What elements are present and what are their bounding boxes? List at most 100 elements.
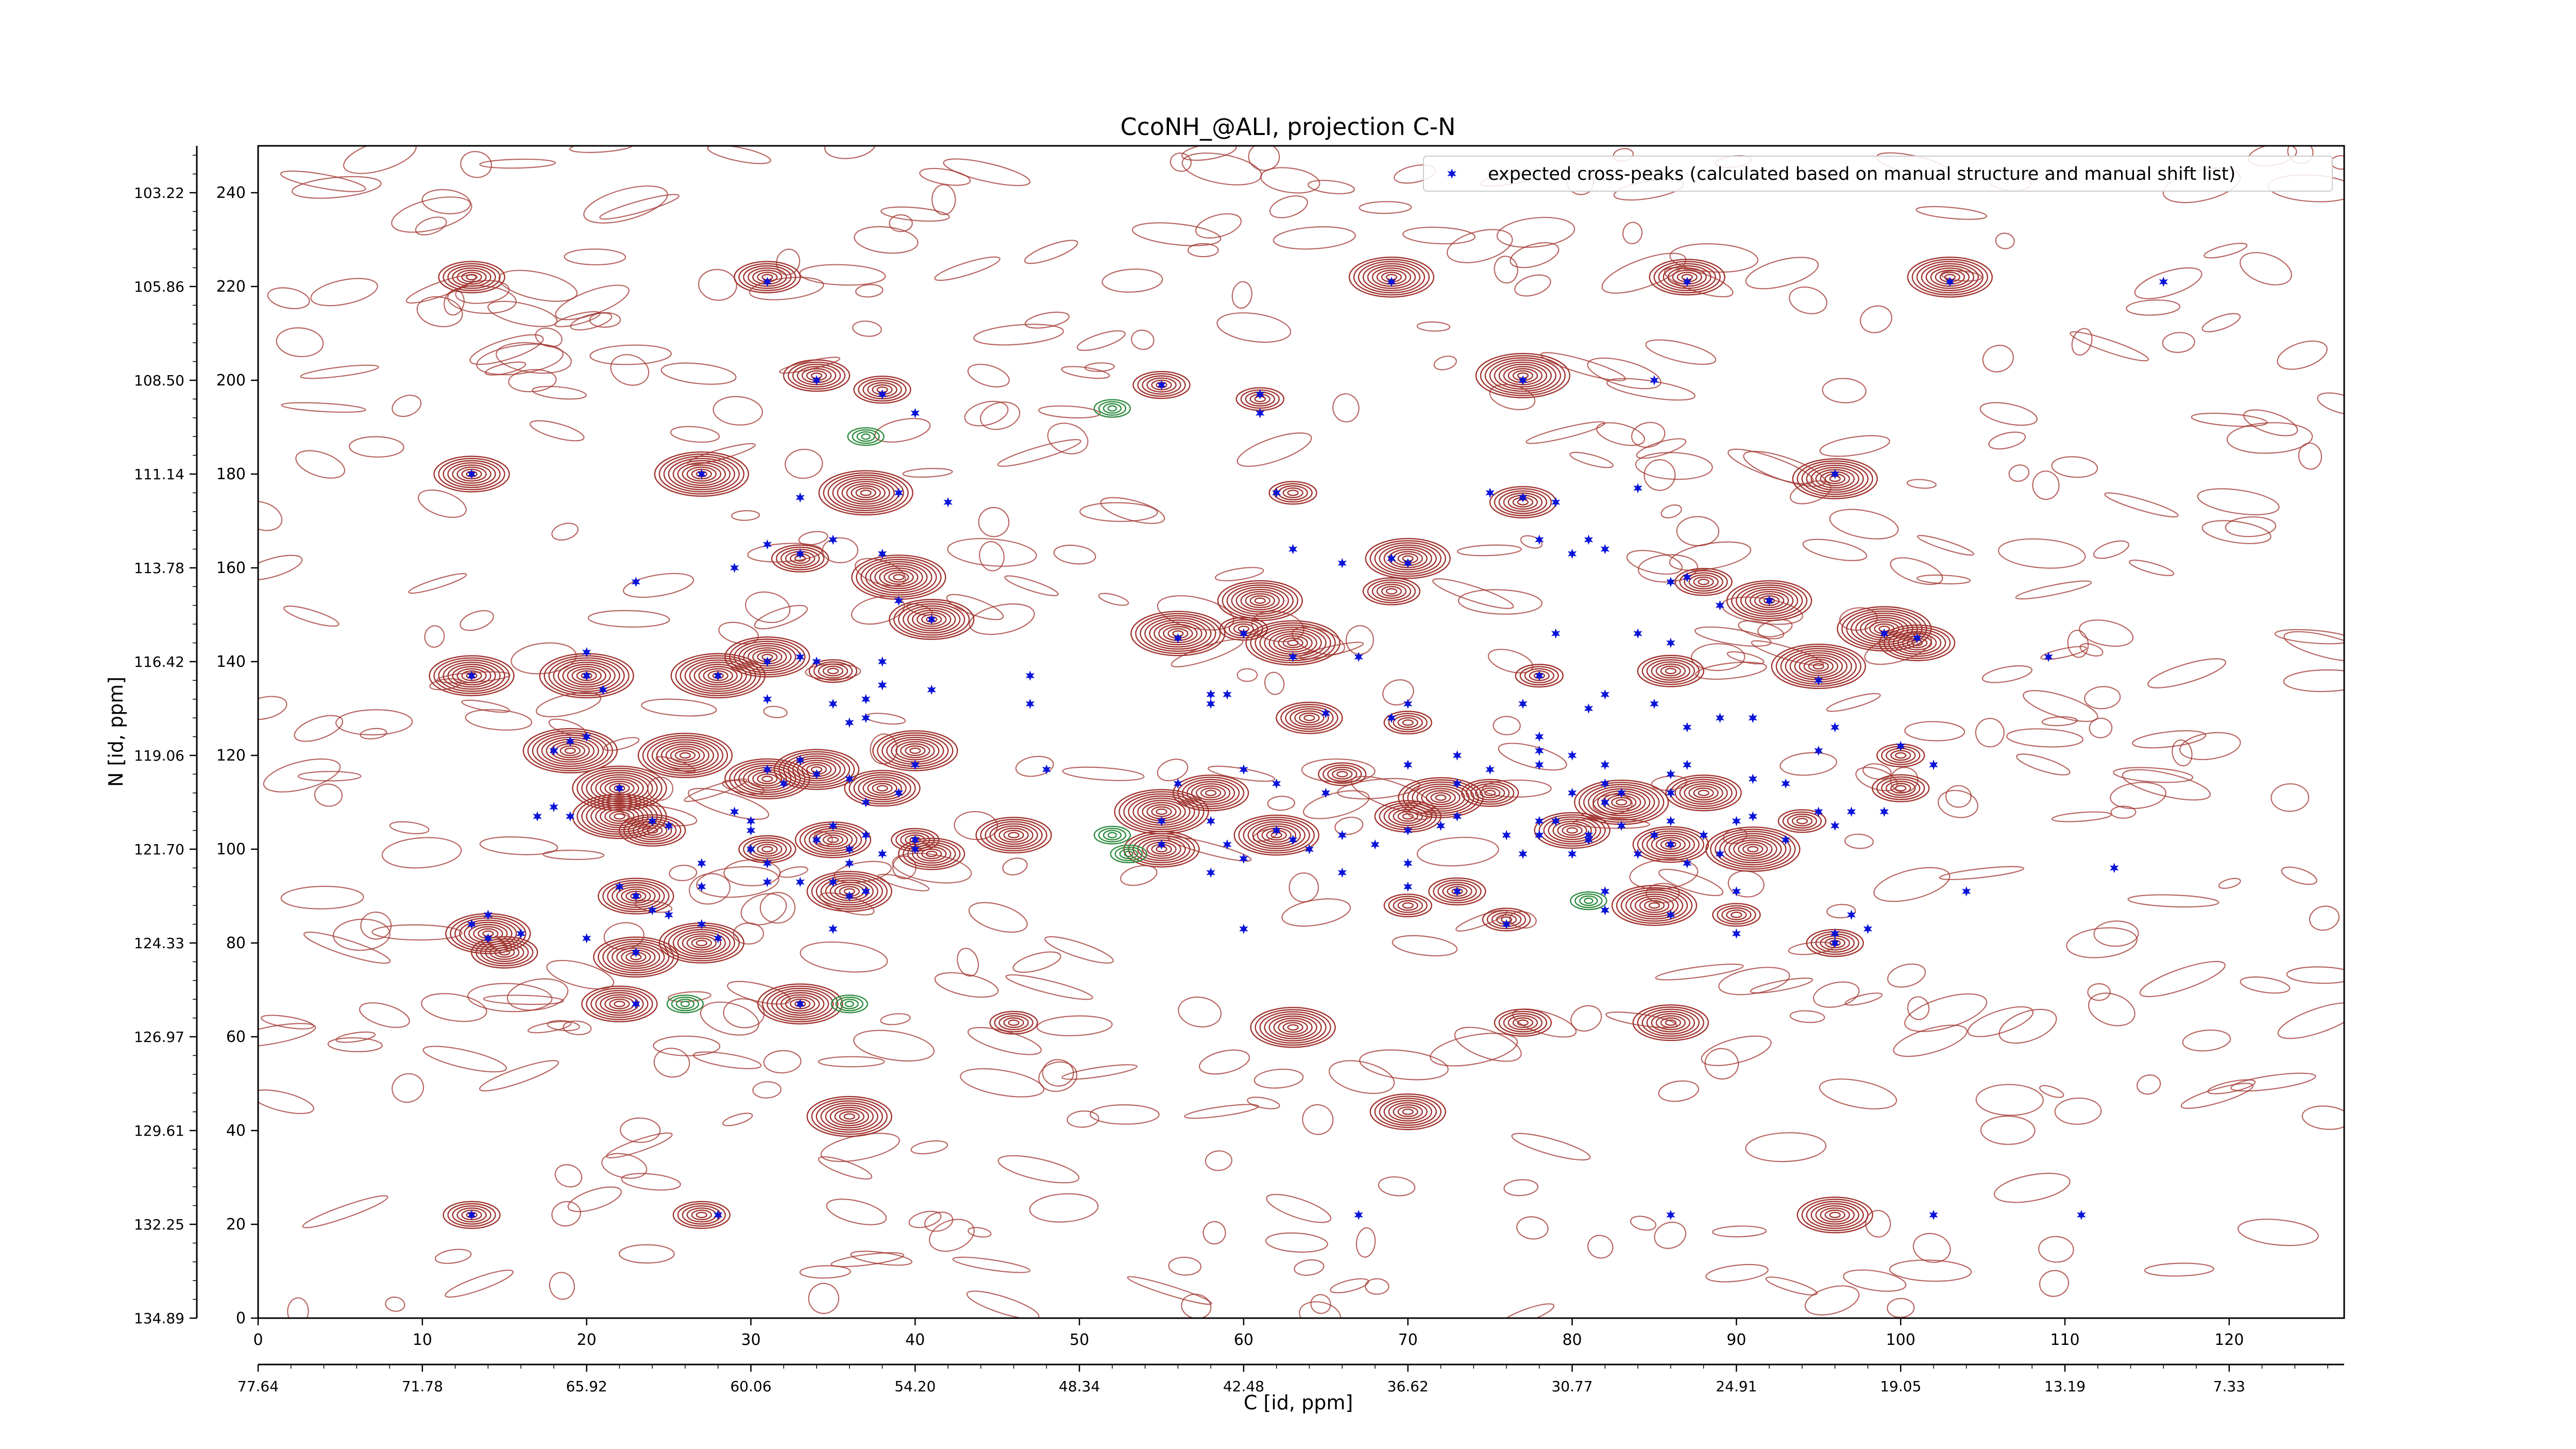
cross-peak-marker xyxy=(1485,487,1495,498)
cross-peak-marker xyxy=(582,731,591,742)
peak-contour xyxy=(618,814,686,847)
noise-contour xyxy=(1889,1259,1972,1282)
peak-contour xyxy=(1646,832,1696,856)
peak-contour xyxy=(682,933,722,953)
noise-contour xyxy=(297,771,362,782)
noise-contour xyxy=(1975,718,2005,748)
peak-contour xyxy=(724,758,810,800)
noise-contour xyxy=(2317,392,2344,415)
axis-layer: 0 77.64 10 71.78 20 65.92 30 60.06 40 54.20 50 48.3… xyxy=(134,155,2328,1395)
peak-contour xyxy=(1754,593,1785,609)
x-tick-label: 120 xyxy=(2214,1331,2244,1349)
noise-contour xyxy=(1587,1235,1614,1259)
cross-peak-marker xyxy=(1600,544,1609,554)
peak-contour xyxy=(876,785,888,791)
noise-contour xyxy=(1945,785,1972,808)
noise-contour xyxy=(554,311,601,328)
noise-contour xyxy=(1433,356,1457,370)
peak-contour xyxy=(1479,787,1501,799)
peak-contour xyxy=(888,599,975,640)
noise-contour xyxy=(1076,330,1126,351)
peak-contour xyxy=(1705,826,1801,872)
noise-contour xyxy=(2162,332,2195,353)
peak-contour xyxy=(586,772,653,805)
cross-peak-marker xyxy=(1436,820,1446,831)
peak-contour xyxy=(1322,764,1362,784)
noise-contour xyxy=(2088,992,2136,1026)
peak-contour xyxy=(820,877,878,906)
peak-contour xyxy=(456,1207,487,1223)
noise-contour xyxy=(1493,716,1521,735)
y-tick-label: 0 xyxy=(236,1309,246,1327)
cross-peak-marker xyxy=(1321,787,1330,798)
peak-contour xyxy=(761,776,773,782)
cross-peak-marker xyxy=(877,548,887,559)
cross-peak-marker xyxy=(1239,628,1248,639)
cross-peak-marker xyxy=(2110,863,2119,873)
peak-contour xyxy=(1883,627,1951,660)
peak-contour xyxy=(1824,1209,1845,1221)
ppm-x-tick-label: 54.20 xyxy=(894,1378,936,1395)
cross-peak-marker xyxy=(1157,839,1166,850)
peak-contour xyxy=(897,837,965,870)
noise-contour xyxy=(2172,739,2193,767)
noise-contour xyxy=(1432,578,1514,609)
cross-peak-marker xyxy=(1485,764,1495,775)
peak-contour xyxy=(787,755,846,784)
cross-peak-marker xyxy=(1748,713,1757,723)
peak-contour xyxy=(897,603,965,636)
noise-contour xyxy=(2204,243,2248,259)
ppm-x-tick-label: 7.33 xyxy=(2213,1378,2245,1395)
negative-contour xyxy=(1119,848,1138,860)
peak-contour xyxy=(1880,778,1921,798)
peak-contour xyxy=(1397,717,1418,728)
peak-contour xyxy=(1282,1022,1303,1033)
peak-contour xyxy=(1810,467,1859,491)
noise-contour xyxy=(2038,1236,2074,1263)
peak-contour xyxy=(825,1104,874,1128)
noise-contour xyxy=(1307,179,1355,195)
cross-peak-marker xyxy=(762,858,772,869)
peak-contour xyxy=(1200,787,1222,799)
peak-contour xyxy=(1693,787,1714,799)
noise-contour xyxy=(1029,1193,1099,1223)
peak-contour xyxy=(761,985,839,1022)
peak-contour xyxy=(1393,898,1423,913)
peak-contour xyxy=(1728,837,1777,861)
peak-contour xyxy=(1362,577,1421,605)
noise-contour xyxy=(1265,1232,1328,1253)
peak-contour xyxy=(567,666,606,686)
cross-peak-marker xyxy=(516,928,526,939)
noise-contour xyxy=(310,278,378,307)
noise-contour xyxy=(1038,1061,1078,1092)
noise-contour xyxy=(2016,753,2071,776)
noise-contour xyxy=(332,918,391,951)
noise-contour xyxy=(2066,927,2138,958)
peak-contour xyxy=(1243,819,1310,852)
contour-layer xyxy=(258,146,2344,1318)
peak-contour xyxy=(1222,582,1299,619)
peak-contour xyxy=(663,456,740,493)
y-tick-label: 100 xyxy=(216,840,246,858)
peak-contour xyxy=(1484,789,1496,797)
noise-contour xyxy=(603,737,640,751)
legend-marker-glyph xyxy=(1447,169,1456,179)
cross-peak-marker xyxy=(1699,830,1708,840)
noise-contour xyxy=(1131,329,1155,350)
peak-contour xyxy=(1632,1004,1709,1041)
noise-contour xyxy=(349,436,404,458)
cross-peak-marker xyxy=(631,577,640,587)
peak-contour xyxy=(893,601,970,638)
noise-contour xyxy=(1498,743,1567,771)
peak-contour xyxy=(855,487,876,498)
cross-peak-marker xyxy=(714,1209,723,1220)
noise-contour xyxy=(1402,226,1476,245)
peak-contour xyxy=(1846,610,1923,647)
y-tick-label: 200 xyxy=(216,372,246,390)
noise-contour xyxy=(532,385,587,400)
peak-contour xyxy=(1128,795,1195,828)
x-tick-label: 60 xyxy=(1234,1331,1253,1349)
cross-peak-marker xyxy=(828,698,838,709)
peak-contour xyxy=(658,453,745,495)
peak-contour xyxy=(1475,352,1571,398)
